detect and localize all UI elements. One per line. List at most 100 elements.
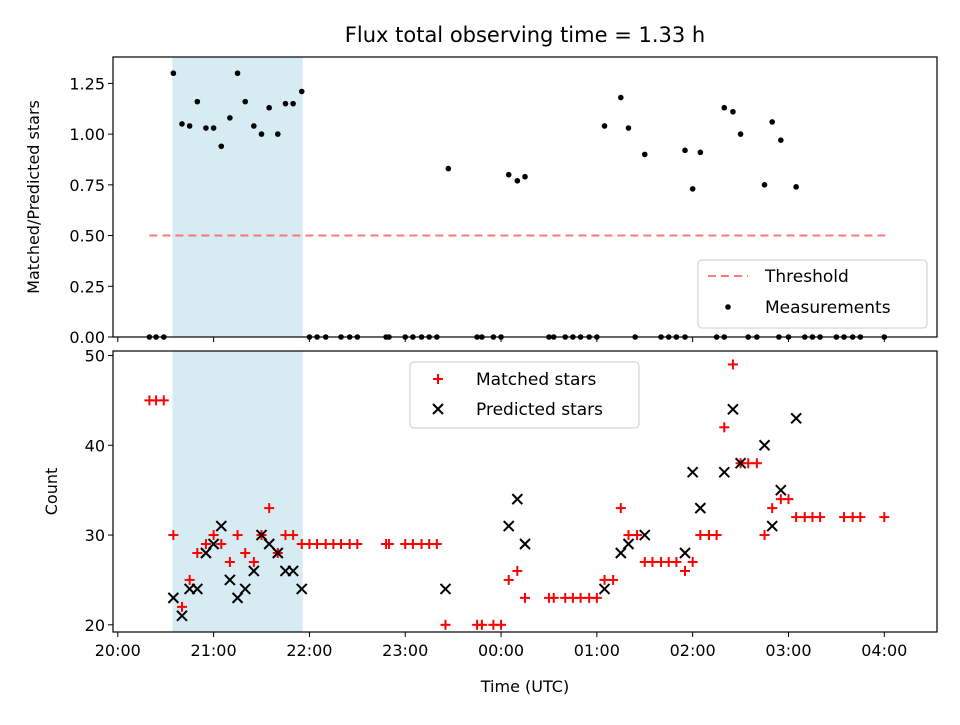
matched-star-point [168, 530, 179, 541]
matched-star-point [232, 530, 243, 541]
matched-star-point [879, 512, 890, 523]
matched-star-point [208, 530, 219, 541]
matched-star-point [671, 556, 682, 567]
matched-star-point [352, 539, 363, 550]
top-ytick-label: 1.25 [69, 74, 105, 93]
matched-star-point [496, 619, 507, 630]
matched-star-point [783, 494, 794, 505]
predicted-star-point [727, 403, 739, 416]
bottom-axes-frame [112, 350, 938, 633]
top-ytick-label: 1.00 [69, 125, 105, 144]
matched-star-point [176, 601, 187, 612]
top-ytick-label: 0.50 [69, 227, 105, 246]
measurement-point [227, 115, 233, 121]
matched-star-point [431, 539, 442, 550]
matched-star-point [224, 556, 235, 567]
measurement-point [769, 119, 775, 125]
predicted-star-point [511, 493, 524, 505]
matched-star-point [383, 539, 394, 550]
measurement-point [275, 131, 281, 137]
measurement-point [290, 100, 296, 107]
predicted-star-point [718, 466, 731, 478]
top-ytick-label: 0.25 [69, 277, 105, 296]
predicted-star-point [191, 583, 204, 595]
matched-star-point [839, 512, 850, 523]
top-axes-frame [112, 56, 938, 338]
measurement-point [179, 121, 185, 127]
measurement-point [618, 94, 624, 101]
matched-star-point [767, 503, 778, 514]
matched-star-point [158, 395, 169, 406]
measurement-point [737, 131, 744, 137]
top-y-ticks: 0.00 0.25 0.50 0.75 1.00 1.25 [69, 74, 113, 347]
matched-star-point [759, 530, 770, 541]
matched-star-point [476, 619, 487, 630]
top-ytick-label: 0.00 [69, 328, 105, 347]
matched-star-point [608, 574, 619, 585]
predicted-star-point [263, 538, 275, 550]
predicted-star-point [248, 565, 260, 577]
bottom-x-ticks: 20:00 21:00 22:00 23:00 00:00 01:00 02:00 03:00… [95, 632, 907, 660]
matched-star-point [288, 530, 299, 541]
legend-matched-swatch [433, 374, 443, 384]
legend-predicted-label: Predicted stars [476, 400, 603, 420]
matched-star-point [264, 503, 275, 514]
matched-star-point [647, 556, 658, 567]
matched-star-point [548, 592, 559, 603]
predicted-star-point [503, 520, 515, 532]
measurement-point [778, 137, 784, 143]
measurement-point [203, 125, 209, 131]
top-chart-title: Flux total observing time = 1.33 h [345, 23, 705, 47]
matched-stars-points [144, 359, 890, 630]
matched-star-point [575, 592, 586, 603]
matched-star-point [719, 422, 730, 433]
measurement-point [298, 88, 305, 95]
bottom-y-axis-label: Count [42, 468, 61, 516]
predicted-star-point [758, 439, 771, 451]
measurement-point [625, 125, 632, 131]
measurement-point [234, 70, 241, 77]
matched-star-point [695, 530, 706, 541]
bottom-ytick-label: 40 [85, 436, 105, 455]
measurement-point [641, 151, 648, 158]
bottom-xtick-label: 04:00 [861, 641, 907, 660]
matched-star-point [687, 556, 698, 567]
matched-star-point [680, 565, 691, 576]
measurement-point [697, 149, 704, 156]
measurement-points [146, 70, 888, 340]
measurement-point [282, 100, 289, 107]
bottom-xtick-label: 21:00 [191, 641, 237, 660]
measurement-point [445, 165, 452, 172]
predicted-star-point [679, 547, 691, 559]
bottom-xtick-label: 02:00 [670, 641, 716, 660]
measurement-point [514, 177, 521, 184]
measurement-point [251, 123, 257, 129]
measurement-point [601, 123, 608, 129]
top-panel: Flux total observing time = 1.33 h Match… [24, 23, 938, 347]
matched-star-point [855, 512, 866, 523]
predicted-stars-points [167, 403, 802, 622]
measurement-point [730, 108, 736, 115]
predicted-star-point [790, 412, 802, 425]
top-y-axis-label: Matched/Predicted stars [24, 100, 43, 294]
predicted-star-point [766, 520, 778, 532]
predicted-star-point [215, 520, 227, 532]
bottom-xtick-label: 23:00 [382, 641, 428, 660]
predicted-star-point [686, 466, 699, 478]
matched-star-point [192, 547, 203, 558]
predicted-star-point [439, 583, 452, 595]
measurement-point [682, 147, 688, 154]
bottom-xtick-label: 00:00 [478, 641, 524, 660]
measurement-point [522, 173, 528, 180]
bottom-x-axis-label: Time (UTC) [480, 677, 569, 696]
bottom-ytick-label: 50 [85, 346, 105, 365]
matched-star-point [512, 565, 523, 576]
measurement-point [793, 184, 799, 190]
measurement-point [266, 104, 272, 111]
bottom-xtick-label: 01:00 [574, 641, 620, 660]
measurement-point [721, 104, 728, 111]
bottom-ytick-label: 20 [85, 616, 105, 635]
top-legend: Threshold Measurements [697, 259, 928, 329]
legend-measurements-swatch [725, 304, 731, 310]
